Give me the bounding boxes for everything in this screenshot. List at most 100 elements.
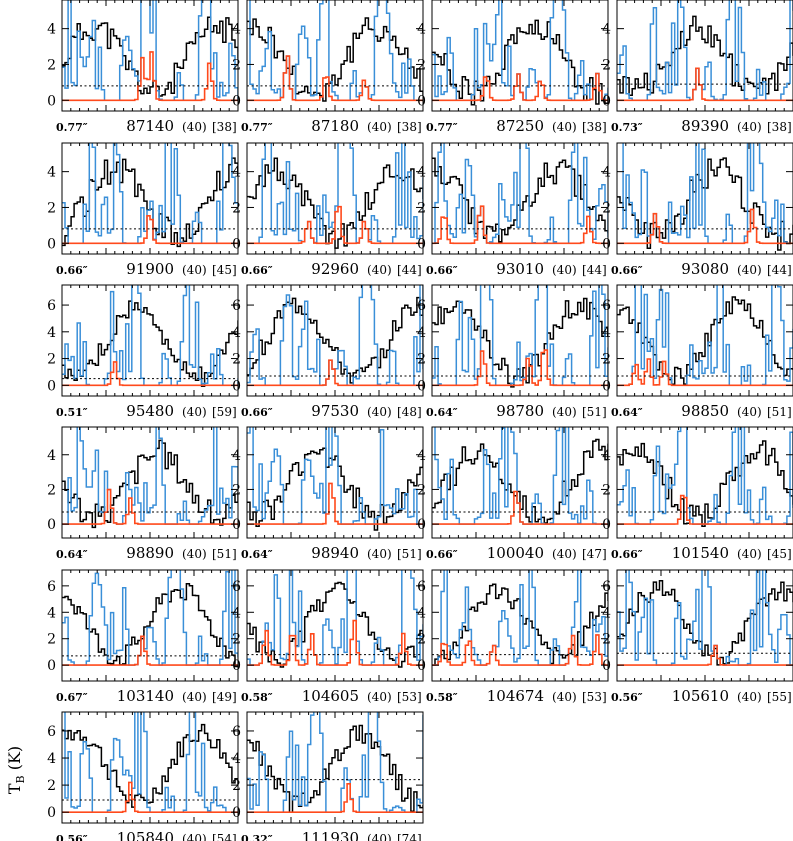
beam-size-label: 0.64″: [241, 548, 273, 561]
label-a: (40): [182, 120, 207, 134]
frequency-label: 87250: [496, 117, 544, 135]
model-total-spectrum: [64, 712, 238, 813]
frequency-label: 89390: [681, 117, 729, 135]
model-total-spectrum: [247, 427, 423, 525]
observed-spectrum: [62, 16, 238, 97]
beam-size-label: 0.66″: [611, 264, 643, 277]
panel-87250: 0 2 4 0.77″ 87250 (40) [38]: [417, 0, 609, 135]
beam-size-label: 0.58″: [241, 691, 273, 704]
y-tick-label: 2: [602, 632, 611, 648]
plot-area: [247, 427, 423, 531]
y-tick-label: 0: [47, 658, 56, 674]
model-total-spectrum: [432, 570, 608, 666]
beam-size-label: 0.56″: [611, 691, 643, 704]
frequency-label: 105610: [672, 687, 729, 705]
frequency-label: 92960: [311, 260, 359, 278]
y-tick-label: 4: [232, 751, 241, 767]
frequency-label: 100040: [487, 544, 544, 562]
label-b: [51]: [212, 547, 237, 561]
plot-area: [247, 0, 423, 102]
model-total-spectrum: [622, 143, 793, 245]
label-b: [55]: [767, 690, 792, 704]
label-b: [59]: [212, 405, 237, 419]
model-total-spectrum: [432, 285, 608, 387]
y-tick-label: 4: [417, 605, 426, 621]
beam-size-label: 0.67″: [56, 691, 88, 704]
frequency-label: 93080: [681, 260, 729, 278]
y-tick-label: 0: [417, 378, 426, 394]
model-species-spectrum: [617, 644, 793, 666]
label-a: (40): [552, 263, 577, 277]
label-b: [44]: [767, 263, 792, 277]
label-a: (40): [367, 405, 392, 419]
label-b: [51]: [767, 405, 792, 419]
y-tick-label: 6: [602, 579, 611, 595]
label-b: [51]: [582, 405, 607, 419]
y-tick-label: 4: [232, 448, 241, 464]
y-tick-label: 0: [417, 517, 426, 533]
y-tick-label: 2: [232, 57, 241, 73]
observed-spectrum: [62, 723, 238, 808]
model-species-spectrum: [247, 482, 423, 525]
plot-area: [62, 285, 238, 388]
beam-size-label: 0.32″: [241, 833, 273, 841]
y-tick-label: 4: [232, 605, 241, 621]
y-tick-label: 0: [232, 378, 241, 394]
y-tick-label: 4: [47, 751, 56, 767]
label-a: (40): [552, 690, 577, 704]
model-species-spectrum: [62, 781, 238, 813]
model-species-spectrum: [617, 358, 793, 387]
observed-spectrum: [247, 296, 423, 384]
label-a: (40): [182, 263, 207, 277]
y-tick-label: 0: [417, 93, 426, 109]
model-species-spectrum: [62, 215, 238, 245]
observed-spectrum: [247, 581, 423, 668]
frequency-label: 95480: [126, 402, 174, 420]
label-b: [54]: [212, 832, 237, 841]
label-a: (40): [737, 690, 762, 704]
frequency-label: 87180: [311, 117, 359, 135]
frequency-label: 93010: [496, 260, 544, 278]
frequency-label: 105840: [117, 829, 174, 841]
beam-size-label: 0.64″: [56, 548, 88, 561]
observed-spectrum: [62, 300, 238, 388]
model-species-spectrum: [617, 208, 793, 245]
panel-93080: 0 2 4 0.66″ 93080 (40) [44]: [602, 142, 793, 278]
y-tick-label: 2: [232, 482, 241, 498]
panel-98940: 0 2 4 0.64″ 98940 (40) [51]: [232, 426, 424, 562]
panel-87140: 0 2 4 0.77″ 87140 (40) [38]: [47, 0, 239, 135]
model-species-spectrum: [617, 494, 793, 525]
label-a: (40): [737, 120, 762, 134]
observed-spectrum: [617, 15, 793, 96]
y-tick-label: 0: [417, 658, 426, 674]
label-b: [44]: [397, 263, 422, 277]
y-tick-label: 2: [417, 57, 426, 73]
y-tick-label: 0: [47, 378, 56, 394]
model-total-spectrum: [617, 0, 793, 102]
label-a: (40): [552, 120, 577, 134]
beam-size-label: 0.66″: [426, 548, 458, 561]
y-tick-label: 4: [232, 165, 241, 181]
model-total-spectrum: [617, 285, 793, 387]
y-tick-label: 2: [417, 632, 426, 648]
model-total-spectrum: [62, 285, 238, 387]
y-tick-label: 6: [417, 298, 426, 314]
y-tick-label: 4: [417, 165, 426, 181]
beam-size-label: 0.77″: [426, 121, 458, 134]
label-a: (40): [182, 405, 207, 419]
label-b: [51]: [397, 547, 422, 561]
y-tick-label: 0: [602, 658, 611, 674]
label-a: (40): [552, 405, 577, 419]
y-tick-label: 4: [232, 325, 241, 341]
model-species-spectrum: [247, 55, 423, 102]
y-tick-label: 2: [47, 200, 56, 216]
plot-area: [617, 143, 793, 251]
y-tick-label: 6: [47, 298, 56, 314]
y-tick-label: 0: [232, 658, 241, 674]
y-tick-label: 4: [602, 165, 611, 181]
y-tick-label: 2: [47, 778, 56, 794]
observed-spectrum: [617, 580, 793, 666]
panel-frame: [61, 142, 239, 255]
y-tick-label: 2: [602, 200, 611, 216]
y-tick-label: 2: [602, 57, 611, 73]
